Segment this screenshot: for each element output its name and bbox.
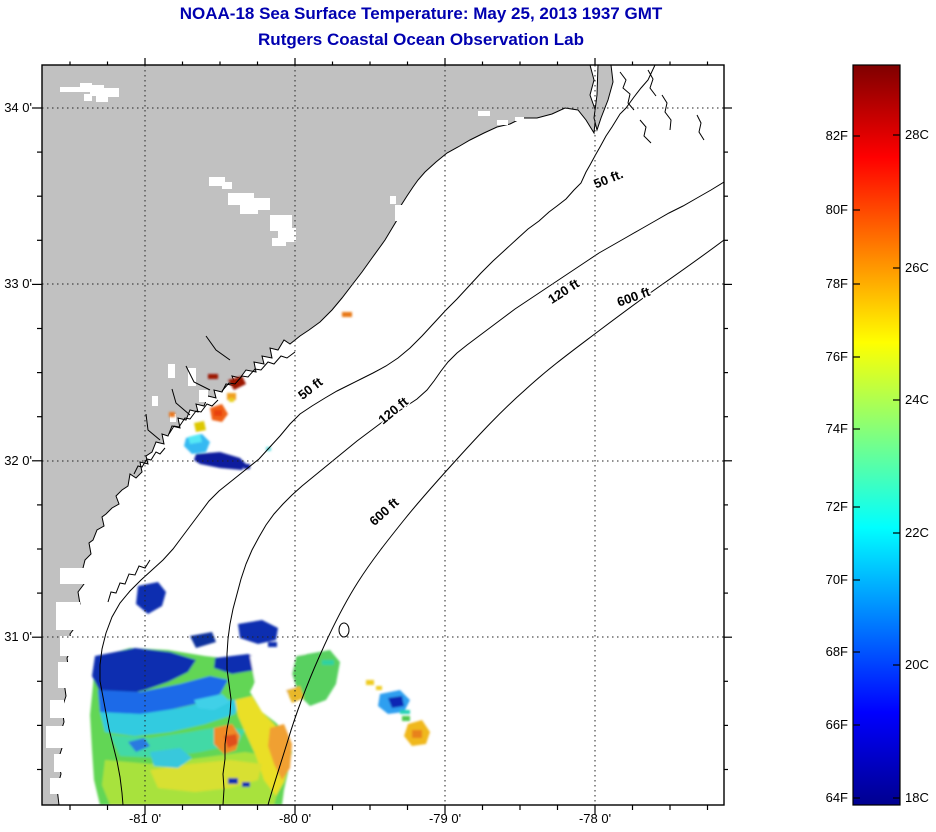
graticule: [42, 65, 724, 805]
colorbar-c-labels: 28C 26C 24C 22C 20C 18C: [905, 127, 929, 805]
sst-data-patches: [90, 312, 430, 805]
cbar-label-c: 28C: [905, 127, 929, 142]
cbar-label-f: 80F: [826, 202, 848, 217]
cbar-label-c: 20C: [905, 657, 929, 672]
y-tick-label: 32 0': [4, 453, 32, 468]
y-tick-label: 33 0': [4, 276, 32, 291]
colorbar-ticks: [853, 134, 900, 799]
cbar-label-f: 74F: [826, 421, 848, 436]
small-closed-contour: [338, 622, 350, 638]
contour-50ft: [99, 65, 656, 805]
cbar-label-f: 76F: [826, 349, 848, 364]
cbar-label-f: 70F: [826, 572, 848, 587]
island-squiggles: [107, 69, 705, 603]
cbar-label-c: 24C: [905, 392, 929, 407]
colorbar-gradient: [852, 64, 901, 806]
cbar-label-f: 82F: [826, 128, 848, 143]
depth-contours: [99, 65, 724, 805]
colorbar: 82F 80F 78F 76F 74F 72F 70F 68F 66F 64F …: [826, 64, 929, 806]
contour-120ft: [222, 181, 724, 805]
x-tick-label: -80 0': [279, 811, 311, 826]
cbar-label-f: 66F: [826, 717, 848, 732]
cbar-label-f: 64F: [826, 790, 848, 805]
cbar-label-f: 78F: [826, 276, 848, 291]
contour-600ft: [267, 239, 724, 805]
map-border: [41, 64, 725, 806]
x-axis-labels: -81 0' -80 0' -79 0' -78 0': [129, 811, 611, 826]
x-tick-label: -79 0': [429, 811, 461, 826]
colorbar-f-labels: 82F 80F 78F 76F 74F 72F 70F 68F 66F 64F: [826, 128, 848, 805]
axis-ticks: [32, 58, 732, 815]
y-tick-label: 34 0': [4, 100, 32, 115]
y-tick-label: 31 0': [4, 629, 32, 644]
x-tick-label: -81 0': [129, 811, 161, 826]
cbar-label-c: 22C: [905, 525, 929, 540]
figure-subtitle: Rutgers Coastal Ocean Observation Lab: [258, 30, 584, 49]
cape-sliver: [593, 65, 614, 132]
y-axis-labels: 34 0' 33 0' 32 0' 31 0': [4, 100, 32, 644]
cloud-patches: [46, 83, 524, 794]
figure-title: NOAA-18 Sea Surface Temperature: May 25,…: [180, 4, 663, 23]
cbar-label-f: 68F: [826, 644, 848, 659]
cbar-label-c: 18C: [905, 790, 929, 805]
cbar-label-f: 72F: [826, 499, 848, 514]
map-area: 50 ft. 120 ft 600 ft 50 ft 120 ft 600 ft: [42, 65, 724, 805]
x-tick-label: -78 0': [579, 811, 611, 826]
cbar-label-c: 26C: [905, 260, 929, 275]
